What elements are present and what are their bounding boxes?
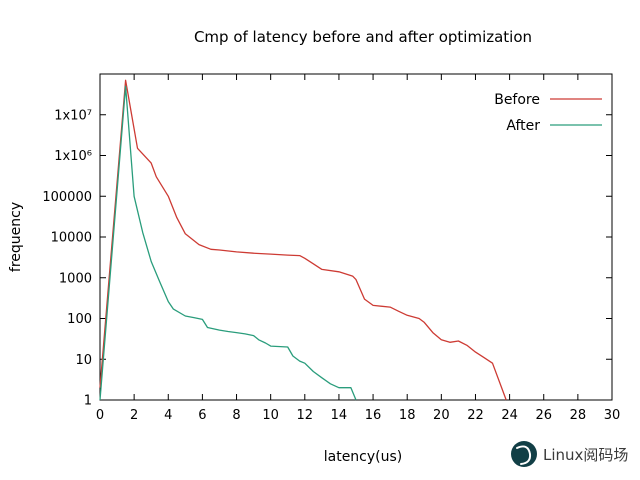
x-tick-label: 4	[164, 408, 172, 423]
x-tick-label: 12	[297, 408, 314, 423]
x-tick-label: 8	[232, 408, 240, 423]
x-tick-label: 28	[570, 408, 587, 423]
y-tick-label: 1	[84, 394, 92, 409]
series-line-before	[99, 79, 507, 401]
x-tick-label: 16	[365, 408, 382, 423]
x-axis-label: latency(us)	[324, 449, 403, 465]
x-tick-label: 26	[535, 408, 552, 423]
x-tick-label: 20	[433, 408, 450, 423]
y-tick-label: 1000	[59, 271, 92, 286]
y-tick-label: 1x10⁶	[54, 149, 92, 164]
x-tick-label: 0	[96, 408, 104, 423]
watermark: Linux阅码场	[511, 441, 628, 467]
x-tick-label: 2	[130, 408, 138, 423]
x-tick-label: 22	[467, 408, 484, 423]
y-axis-label: frequency	[8, 202, 24, 272]
y-tick-label: 10	[75, 353, 92, 368]
x-tick-label: 10	[262, 408, 279, 423]
x-tick-label: 24	[501, 408, 518, 423]
legend-label-after: After	[506, 118, 540, 134]
x-tick-label: 6	[198, 408, 206, 423]
watermark-text: Linux阅码场	[543, 446, 628, 464]
watermark-logo-swirl-icon	[516, 445, 532, 465]
x-tick-label: 18	[399, 408, 416, 423]
chart-title: Cmp of latency before and after optimiza…	[194, 28, 532, 46]
y-tick-label: 100	[67, 312, 92, 327]
x-tick-label: 30	[604, 408, 621, 423]
y-tick-label: 100000	[42, 190, 92, 205]
series-line-after	[99, 85, 357, 401]
y-tick-label: 10000	[51, 231, 92, 246]
plot-area: 0 2 4 6 8 10 12 14 16 18 20 22 24 26 28 301101001000100…	[42, 73, 621, 423]
x-tick-label: 14	[331, 408, 348, 423]
y-tick-label: 1x10⁷	[54, 108, 92, 123]
legend-label-before: Before	[494, 92, 540, 108]
